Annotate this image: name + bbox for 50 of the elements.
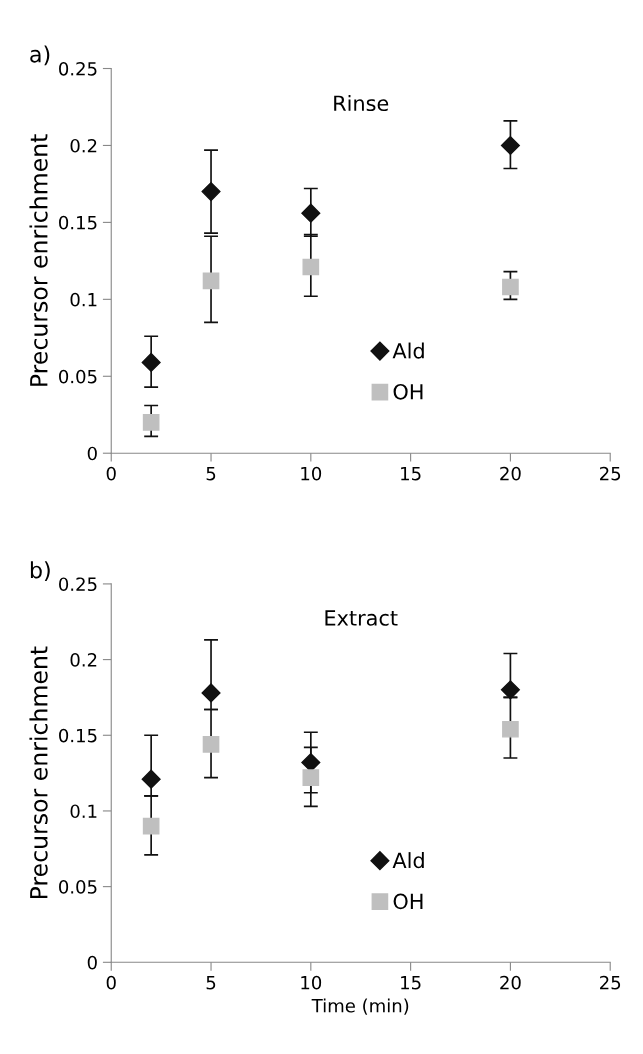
x-tick-label: 0	[106, 466, 116, 481]
y-tick-label: 0.05	[59, 369, 97, 384]
y-tick-label: 0.2	[70, 138, 97, 153]
x-axis-title: Time (min)	[311, 998, 409, 1015]
text: a)	[30, 45, 50, 66]
y-axis-title: Precursor enrichment	[29, 646, 48, 899]
point	[502, 278, 519, 296]
y-tick-label: 0.25	[59, 577, 97, 592]
y-tick-label: 0	[87, 955, 97, 970]
text: Rinse	[334, 95, 389, 112]
point	[301, 203, 321, 223]
legend-label: Ald	[392, 852, 424, 869]
point	[202, 736, 220, 753]
point	[142, 817, 160, 835]
x-tick-label: 10	[301, 466, 322, 481]
y-tick-label: 0.15	[59, 728, 97, 743]
y-tick-label: 0.2	[70, 653, 97, 667]
legend-label: OH	[393, 893, 423, 910]
legend-label: OH	[393, 383, 423, 400]
y-tick-label: 0	[87, 446, 97, 461]
point	[142, 414, 160, 431]
point	[141, 352, 161, 372]
point	[201, 182, 221, 202]
y-tick-label: 0.1	[70, 804, 97, 819]
y-tick-label: 0.1	[70, 292, 97, 307]
point	[502, 720, 519, 738]
legend-label: Ald	[392, 342, 424, 359]
y-axis-title: Precursor enrichment	[29, 134, 48, 386]
x-tick-label: 25	[600, 975, 621, 990]
text: Extract	[325, 610, 398, 626]
x-tick-label: 5	[206, 976, 216, 990]
point	[302, 769, 320, 786]
point	[141, 769, 161, 789]
x-tick-label: 20	[500, 975, 521, 990]
text: b)	[30, 561, 50, 582]
x-tick-label: 20	[500, 466, 521, 481]
y-tick-label: 0.15	[59, 215, 97, 230]
point	[500, 680, 520, 700]
x-tick-label: 5	[206, 466, 216, 481]
point	[500, 135, 520, 155]
x-tick-label: 0	[106, 975, 116, 990]
x-tick-label: 25	[600, 466, 621, 481]
point	[302, 258, 320, 276]
x-tick-label: 15	[401, 466, 421, 481]
x-tick-label: 15	[401, 976, 421, 990]
point	[201, 683, 221, 703]
point	[202, 272, 220, 290]
y-tick-label: 0.05	[59, 880, 97, 894]
y-tick-label: 0.25	[59, 61, 97, 76]
x-tick-label: 10	[301, 975, 322, 990]
